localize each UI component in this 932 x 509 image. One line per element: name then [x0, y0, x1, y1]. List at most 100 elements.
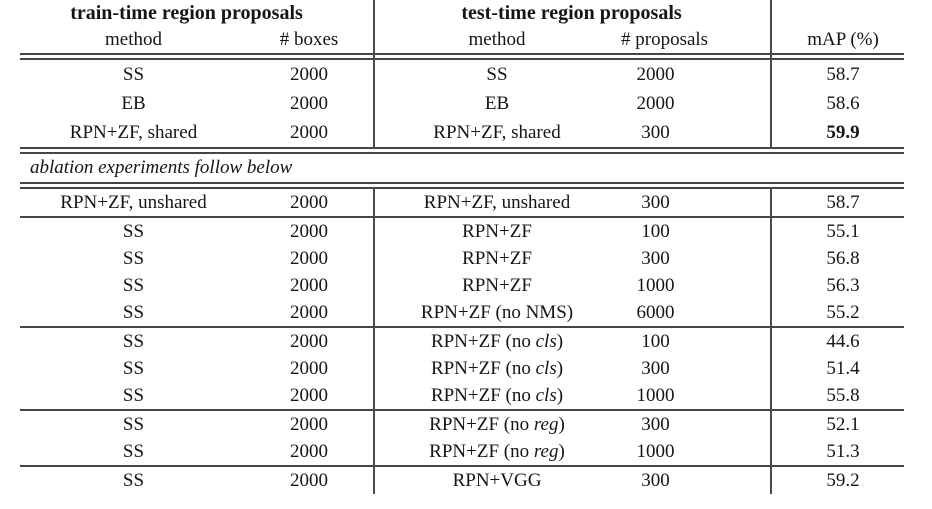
train-boxes-cell: 2000	[290, 385, 328, 406]
train-boxes-cell: 2000	[290, 248, 328, 269]
train-method-cell: SS	[122, 275, 145, 296]
train-boxes-cell: 2000	[290, 470, 328, 491]
header-test-time-group: test-time region proposals	[461, 1, 682, 24]
train-boxes-cell: 2000	[290, 122, 328, 143]
train-boxes-cell: 2000	[290, 302, 328, 323]
double-rule	[20, 182, 904, 189]
map-cell: 52.1	[826, 414, 860, 435]
table-row: SS 2000 RPN+ZF (no cls) 100 44.6	[0, 328, 932, 355]
train-method-cell: SS	[122, 414, 145, 435]
train-boxes-cell: 2000	[290, 275, 328, 296]
train-boxes-cell: 2000	[290, 414, 328, 435]
pre-ablation-section: SS 2000 SS 2000 58.7 EB 2000 EB 2000 58.6 RPN+ZF, …	[0, 60, 932, 147]
test-method-cell: RPN+ZF, unshared	[423, 192, 571, 213]
map-cell: 58.6	[826, 93, 860, 114]
test-method-cell: RPN+ZF	[462, 275, 532, 296]
test-proposals-cell: 1000	[636, 385, 675, 406]
map-cell: 59.2	[826, 470, 860, 491]
train-method-cell: SS	[122, 64, 145, 85]
test-proposals-cell: 2000	[636, 64, 675, 85]
test-method-cell: RPN+ZF (no cls)	[430, 385, 564, 406]
table-row: SS 2000 RPN+VGG 300 59.2	[0, 467, 932, 494]
single-rule	[20, 465, 904, 467]
test-method-cell: RPN+VGG	[452, 470, 542, 491]
table-row: SS 2000 RPN+ZF 100 55.1	[0, 218, 932, 245]
train-method-cell: SS	[122, 248, 145, 269]
double-rule	[20, 53, 904, 60]
table-row: SS 2000 RPN+ZF 1000 56.3	[0, 272, 932, 299]
header-method-train: method	[105, 29, 162, 50]
train-boxes-cell: 2000	[290, 221, 328, 242]
column-divider	[770, 187, 772, 494]
map-cell: 56.3	[826, 275, 860, 296]
table-row: EB 2000 EB 2000 58.6	[0, 89, 932, 118]
test-proposals-cell: 300	[641, 122, 670, 143]
map-cell: 59.9	[826, 122, 860, 143]
column-divider	[770, 0, 772, 149]
test-method-cell: RPN+ZF (no reg)	[429, 414, 565, 435]
map-cell: 55.1	[826, 221, 860, 242]
train-method-cell: SS	[122, 441, 145, 462]
train-method-cell: SS	[122, 358, 145, 379]
table-row: SS 2000 RPN+ZF (no NMS) 6000 55.2	[0, 299, 932, 326]
test-method-cell: RPN+ZF, shared	[433, 122, 561, 143]
table-row: RPN+ZF, unshared 2000 RPN+ZF, unshared 300 5…	[0, 189, 932, 216]
test-method-cell: RPN+ZF (no NMS)	[420, 302, 574, 323]
ablation-note: ablation experiments follow below	[30, 157, 293, 178]
train-boxes-cell: 2000	[290, 64, 328, 85]
header-train-time-group: train-time region proposals	[70, 1, 303, 24]
table-row: SS 2000 RPN+ZF (no cls) 1000 55.8	[0, 382, 932, 409]
train-boxes-cell: 2000	[290, 331, 328, 352]
test-proposals-cell: 2000	[636, 93, 675, 114]
header-num-proposals: # proposals	[621, 29, 709, 50]
table-row: SS 2000 RPN+ZF 300 56.8	[0, 245, 932, 272]
train-method-cell: RPN+ZF, unshared	[60, 192, 207, 213]
test-proposals-cell: 300	[641, 470, 670, 491]
test-method-cell: RPN+ZF (no cls)	[430, 331, 564, 352]
header-map: mAP (%)	[807, 29, 879, 50]
test-proposals-cell: 300	[641, 414, 670, 435]
map-cell: 51.4	[826, 358, 860, 379]
train-method-cell: SS	[122, 385, 145, 406]
train-method-cell: SS	[122, 221, 145, 242]
single-rule	[20, 216, 904, 218]
single-rule	[20, 409, 904, 411]
map-cell: 44.6	[826, 331, 860, 352]
train-boxes-cell: 2000	[290, 358, 328, 379]
test-proposals-cell: 300	[641, 248, 670, 269]
train-method-cell: EB	[121, 93, 146, 114]
double-rule	[20, 147, 904, 154]
header-group-row: train-time region proposals test-time re…	[0, 0, 932, 26]
test-method-cell: SS	[486, 64, 508, 85]
column-divider	[373, 0, 375, 149]
test-method-cell: RPN+ZF	[462, 221, 532, 242]
map-cell: 55.2	[826, 302, 860, 323]
header-method-test: method	[468, 29, 526, 50]
test-proposals-cell: 100	[641, 331, 670, 352]
map-cell: 56.8	[826, 248, 860, 269]
header-num-boxes: # boxes	[279, 29, 339, 50]
map-cell: 58.7	[826, 64, 860, 85]
table-row: SS 2000 RPN+ZF (no cls) 300 51.4	[0, 355, 932, 382]
map-cell: 51.3	[826, 441, 860, 462]
test-method-cell: EB	[484, 93, 510, 114]
test-method-cell: RPN+ZF (no cls)	[430, 358, 564, 379]
train-method-cell: RPN+ZF, shared	[69, 122, 198, 143]
post-ablation-section: RPN+ZF, unshared 2000 RPN+ZF, unshared 300 5…	[0, 189, 932, 494]
test-proposals-cell: 100	[641, 221, 670, 242]
train-boxes-cell: 2000	[290, 441, 328, 462]
test-method-cell: RPN+ZF (no reg)	[429, 441, 565, 462]
table-row: RPN+ZF, shared 2000 RPN+ZF, shared 300 59.9	[0, 118, 932, 147]
map-cell: 55.8	[826, 385, 860, 406]
table-row: SS 2000 RPN+ZF (no reg) 300 52.1	[0, 411, 932, 438]
header-columns-row: method # boxes method # proposals mAP (%…	[0, 26, 932, 53]
single-rule	[20, 326, 904, 328]
train-method-cell: SS	[122, 331, 145, 352]
test-proposals-cell: 6000	[636, 302, 675, 323]
table-row: SS 2000 SS 2000 58.7	[0, 60, 932, 89]
test-proposals-cell: 300	[641, 358, 670, 379]
train-boxes-cell: 2000	[290, 93, 328, 114]
map-cell: 58.7	[826, 192, 860, 213]
column-divider	[373, 187, 375, 494]
